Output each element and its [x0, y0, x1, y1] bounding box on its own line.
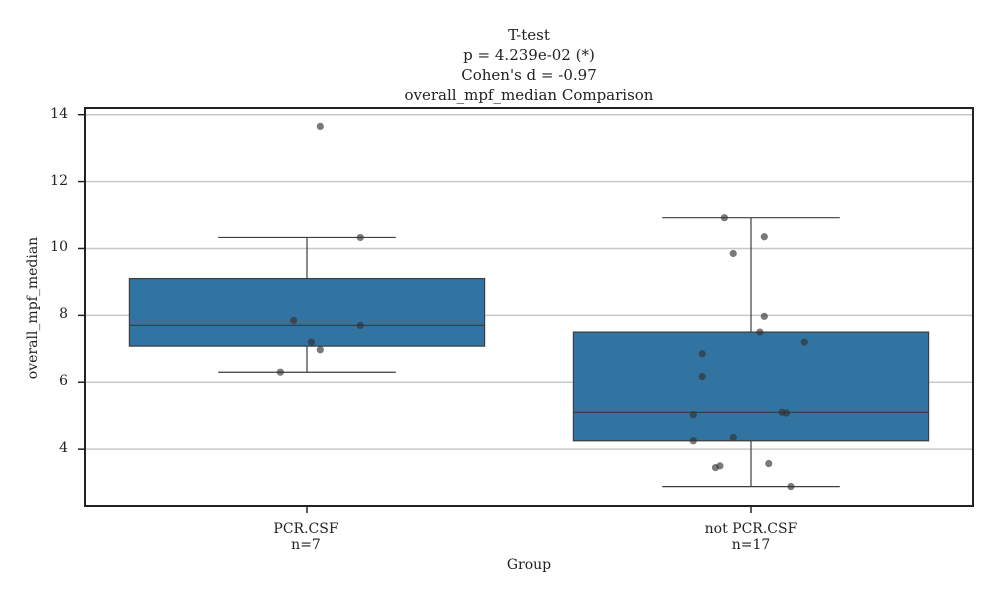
chart-title-comparison: overall_mpf_median Comparison — [404, 86, 654, 104]
data-point-2-1 — [720, 214, 728, 222]
y-tick-label-14: 14 — [50, 105, 68, 122]
y-tick-label-8: 8 — [59, 306, 68, 323]
data-point-2-3 — [729, 249, 737, 258]
data-point-2-10 — [782, 409, 791, 417]
chart-title-effect-size: Cohen's d = -0.97 — [461, 66, 597, 84]
data-point-2-14 — [765, 459, 773, 468]
x-tick-label-group-1: PCR.CSF — [273, 521, 339, 537]
chart-title-test: T-test — [508, 26, 550, 44]
data-point-2-8 — [698, 372, 706, 381]
data-point-2-12 — [729, 433, 737, 442]
data-point-2-16 — [711, 463, 720, 472]
data-point-1-1 — [316, 122, 324, 130]
data-point-2-7 — [698, 350, 706, 358]
plot-frame — [84, 107, 974, 507]
x-axis-label: Group — [506, 557, 552, 573]
y-tick-label-6: 6 — [59, 373, 68, 390]
y-tick-label-4: 4 — [59, 440, 68, 457]
data-point-1-2 — [356, 233, 364, 242]
data-point-2-17 — [787, 483, 795, 491]
y-axis-label: overall_mpf_median — [25, 236, 41, 380]
data-point-2-6 — [800, 338, 808, 346]
data-point-2-5 — [756, 328, 764, 336]
x-tick-n-label-group-2: n=17 — [731, 537, 771, 553]
data-point-1-6 — [316, 346, 324, 354]
x-tick-n-label-group-1: n=7 — [291, 537, 321, 553]
box-2 — [572, 331, 930, 442]
box-1 — [128, 277, 486, 347]
data-point-1-5 — [307, 338, 316, 346]
y-tick-label-10: 10 — [50, 239, 68, 256]
data-point-1-4 — [356, 321, 364, 329]
data-point-1-3 — [290, 316, 298, 324]
x-tick-label-group-2: not PCR.CSF — [704, 521, 798, 537]
chart-title-pvalue: p = 4.239e-02 (*) — [463, 46, 595, 64]
data-point-1-7 — [276, 368, 284, 376]
y-tick-label-12: 12 — [50, 172, 68, 189]
data-point-2-4 — [760, 312, 768, 320]
data-point-2-13 — [689, 437, 697, 445]
data-point-2-11 — [689, 411, 697, 419]
data-point-2-2 — [760, 233, 768, 241]
